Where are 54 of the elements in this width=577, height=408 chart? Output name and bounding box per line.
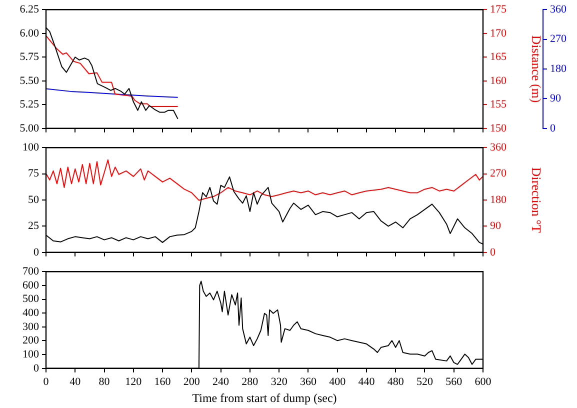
y-tick-label: 100 <box>22 141 40 154</box>
x-tick-label: 120 <box>125 376 142 388</box>
y2-tick-label: 90 <box>490 220 502 232</box>
y-tick-label: 500 <box>22 293 40 306</box>
x-tick-label: 200 <box>183 376 200 388</box>
y2-axis-title: Distance (m) <box>528 35 544 103</box>
y2-tick-label: 160 <box>490 74 507 87</box>
y-tick-label: 700 <box>22 265 40 278</box>
x-tick-label: 320 <box>270 376 288 388</box>
x-tick-label: 600 <box>474 376 492 388</box>
y-tick-label: 100 <box>22 348 40 360</box>
x-tick-label: 440 <box>358 376 376 388</box>
y3-tick-label: 0 <box>550 122 556 134</box>
y3-tick-label: 90 <box>550 92 562 105</box>
y2-tick-label: 180 <box>490 194 507 206</box>
y3-tick-label: 360 <box>550 3 567 16</box>
y2-tick-label: 270 <box>490 168 507 180</box>
x-tick-label: 480 <box>387 376 404 388</box>
x-axis-title: Time from start of dump (sec) <box>192 390 337 405</box>
y-tick-label: 400 <box>22 306 40 319</box>
y2-tick-label: 175 <box>490 3 507 16</box>
y-tick-label: 6.00 <box>20 27 40 40</box>
y2-tick-label: 165 <box>490 51 507 64</box>
x-tick-label: 160 <box>154 376 172 388</box>
y2-tick-label: 150 <box>490 122 507 134</box>
y2-axis-title: Direction °T <box>528 167 544 233</box>
x-tick-label: 560 <box>446 376 463 388</box>
x-tick-label: 280 <box>242 376 259 388</box>
y-tick-label: 300 <box>22 320 40 333</box>
y-tick-label: 200 <box>22 334 40 347</box>
y-tick-label: 0 <box>34 362 40 374</box>
y2-tick-label: 170 <box>490 27 507 40</box>
x-tick-label: 520 <box>416 376 434 388</box>
y-tick-label: 5.25 <box>20 98 40 111</box>
y-tick-label: 5.00 <box>20 122 40 134</box>
x-tick-label: 360 <box>300 376 317 388</box>
y-tick-label: 25 <box>28 220 40 232</box>
y3-tick-label: 270 <box>550 33 567 46</box>
x-tick-label: 400 <box>329 376 346 388</box>
x-tick-label: 80 <box>98 376 110 388</box>
y2-tick-label: 0 <box>490 246 496 258</box>
y-tick-label: 5.50 <box>20 74 40 87</box>
y-tick-label: 600 <box>22 279 40 292</box>
x-tick-label: 240 <box>212 376 230 388</box>
x-tick-label: 40 <box>70 376 82 388</box>
y3-tick-label: 180 <box>550 62 567 75</box>
y-tick-label: 6.25 <box>20 3 40 16</box>
x-tick-label: 0 <box>43 376 50 388</box>
y2-tick-label: 155 <box>490 98 507 111</box>
y-tick-label: 5.75 <box>20 51 40 64</box>
y-tick-label: 75 <box>28 168 40 180</box>
y-tick-label: 50 <box>28 194 40 206</box>
y-tick-label: 0 <box>34 246 40 258</box>
y2-tick-label: 360 <box>490 141 507 154</box>
